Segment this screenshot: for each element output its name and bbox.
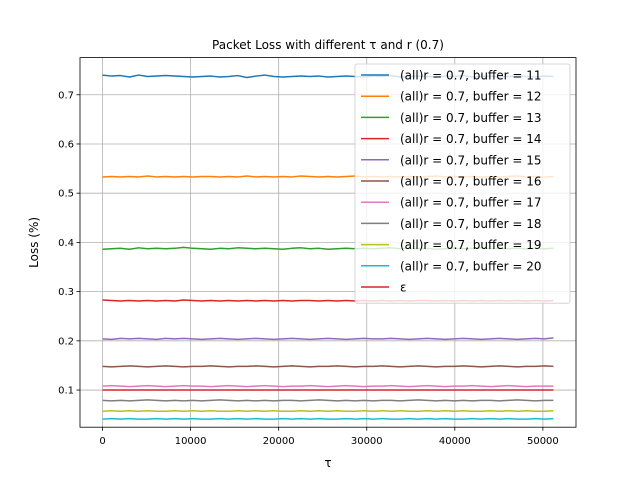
y-tick-label: 0.5: [58, 189, 74, 200]
series-line-5: [102, 337, 554, 341]
y-tick-label: 0.2: [58, 336, 74, 347]
y-axis-label: Loss (%): [27, 217, 41, 268]
legend-label: (all)r = 0.7, buffer = 19: [400, 238, 541, 252]
y-axis: 0.1 0.2 0.3 0.4 0.5 0.6 0.7: [58, 90, 80, 397]
legend-label: (all)r = 0.7, buffer = 16: [400, 175, 541, 189]
legend: (all)r = 0.7, buffer = 11 (all)r = 0.7, b…: [354, 63, 571, 304]
legend-label: (all)r = 0.7, buffer = 15: [400, 153, 541, 167]
legend-label: (all)r = 0.7, buffer = 11: [400, 69, 541, 83]
y-tick-label: 0.4: [58, 238, 74, 249]
legend-label: (all)r = 0.7, buffer = 18: [400, 217, 541, 231]
x-axis: 0 10000 20000 30000 40000 50000: [99, 427, 559, 447]
x-tick-label: 20000: [263, 436, 295, 447]
series-line-7: [102, 384, 554, 388]
legend-label: (all)r = 0.7, buffer = 17: [400, 196, 541, 210]
series-line-6: [102, 365, 554, 368]
legend-label: (all)r = 0.7, buffer = 12: [400, 90, 541, 104]
legend-label: (all)r = 0.7, buffer = 14: [400, 132, 541, 146]
x-tick-label: 0: [99, 436, 105, 447]
y-tick-label: 0.1: [58, 386, 74, 397]
x-tick-label: 40000: [439, 436, 471, 447]
legend-label: (all)r = 0.7, buffer = 20: [400, 259, 541, 273]
y-tick-label: 0.7: [58, 90, 74, 101]
y-tick-label: 0.3: [58, 287, 74, 298]
legend-label: ε: [400, 281, 407, 295]
x-tick-label: 50000: [527, 436, 559, 447]
x-tick-label: 30000: [351, 436, 383, 447]
series-line-9: [102, 409, 554, 412]
x-tick-label: 10000: [175, 436, 207, 447]
x-axis-label: τ: [324, 456, 331, 470]
chart-title: Packet Loss with different τ and r (0.7): [212, 38, 444, 52]
legend-label: (all)r = 0.7, buffer = 13: [400, 111, 541, 125]
series-line-8: [102, 399, 554, 402]
y-tick-label: 0.6: [58, 139, 74, 150]
legend-box: [354, 63, 571, 304]
